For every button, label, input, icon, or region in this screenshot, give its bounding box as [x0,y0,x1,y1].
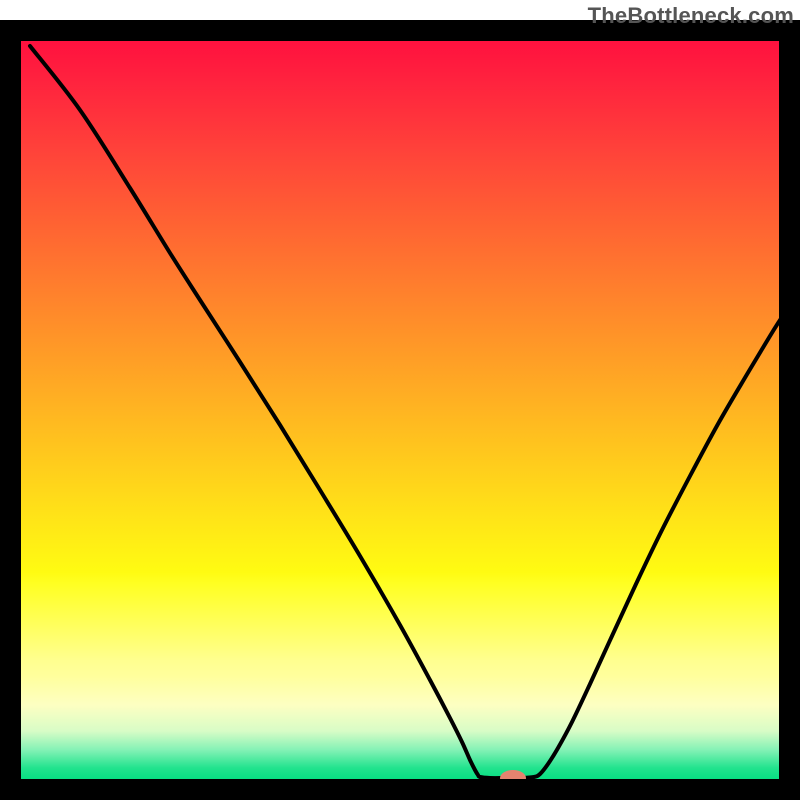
chart-root: TheBottleneck.com [0,0,800,800]
gradient-background [21,41,779,779]
watermark-text: TheBottleneck.com [588,3,794,29]
bottleneck-chart [0,0,800,800]
